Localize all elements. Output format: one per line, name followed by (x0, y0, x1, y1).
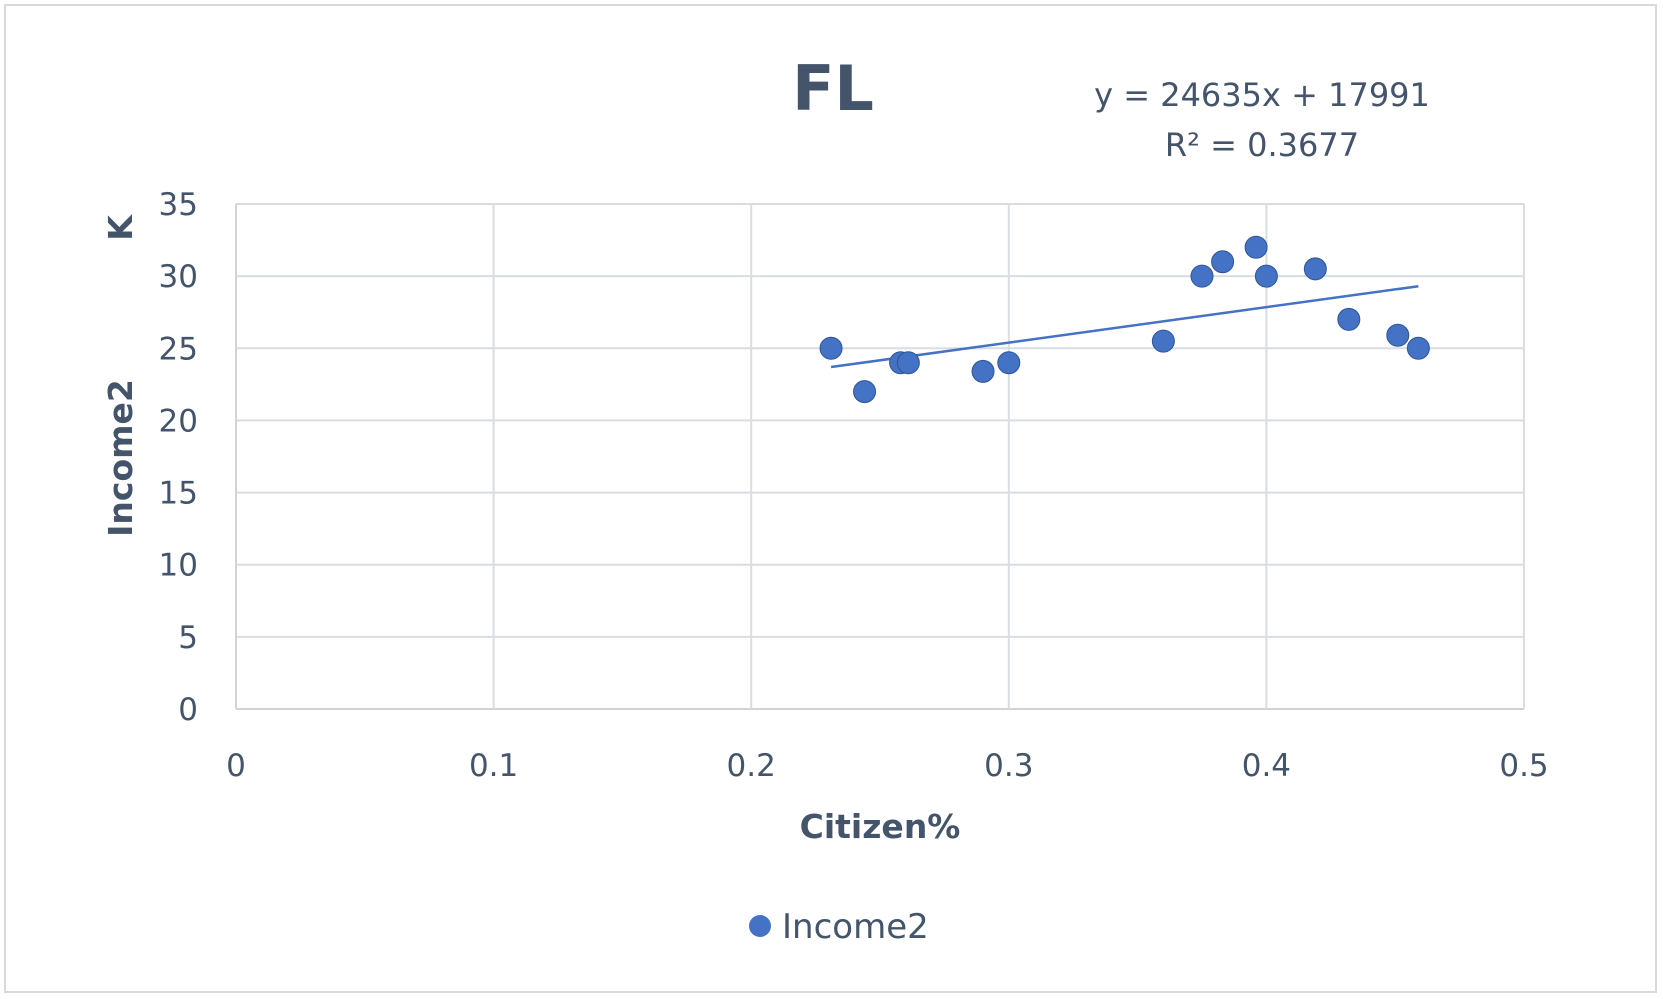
x-tick-label: 0.2 (727, 748, 776, 784)
y-tick-label: 10 (159, 548, 198, 584)
chart-title: FL (792, 52, 874, 125)
data-point (819, 336, 843, 360)
data-point (997, 351, 1021, 375)
data-points (819, 235, 1430, 404)
chart-area (4, 4, 1657, 993)
data-point (1211, 250, 1235, 274)
y-tick-label: 15 (159, 476, 198, 512)
y-tick-label: 30 (159, 259, 198, 295)
data-point (1254, 264, 1278, 288)
y-axis-unit-label: K (101, 214, 140, 241)
data-point (1303, 257, 1327, 281)
legend-marker (749, 915, 771, 937)
legend-label: Income2 (782, 907, 929, 947)
data-point (1244, 235, 1268, 259)
y-tick-label: 25 (159, 331, 198, 367)
data-point (853, 380, 877, 404)
x-axis-title: Citizen% (800, 807, 961, 846)
tick-labels: 0 5 10 15 20 25 30 35 0 0.1 0.2 0.3 0.4 0.5 (159, 187, 1549, 784)
data-point (1151, 329, 1175, 353)
y-tick-label: 5 (178, 620, 198, 656)
trendline-r-squared: R² = 0.3677 (1165, 126, 1359, 164)
data-point (1190, 264, 1214, 288)
y-tick-label: 35 (159, 187, 198, 223)
x-tick-label: 0.3 (984, 748, 1033, 784)
data-point (896, 351, 920, 375)
x-tick-label: 0.5 (1499, 748, 1548, 784)
data-point (1337, 307, 1361, 331)
data-point (1386, 323, 1410, 347)
x-tick-label: 0.1 (469, 748, 518, 784)
trendline-layer (830, 285, 1419, 369)
y-tick-label: 0 (178, 692, 198, 728)
data-point (1406, 336, 1430, 360)
gridlines (235, 203, 1525, 710)
linear-trendline (830, 285, 1419, 369)
legend: Income2 (749, 907, 929, 947)
data-point (971, 359, 995, 383)
x-tick-label: 0 (226, 748, 246, 784)
trendline-equation: y = 24635x + 17991 (1094, 76, 1430, 114)
x-tick-label: 0.4 (1242, 748, 1291, 784)
y-tick-label: 20 (159, 403, 198, 439)
y-axis-title: Income2 (101, 379, 140, 537)
